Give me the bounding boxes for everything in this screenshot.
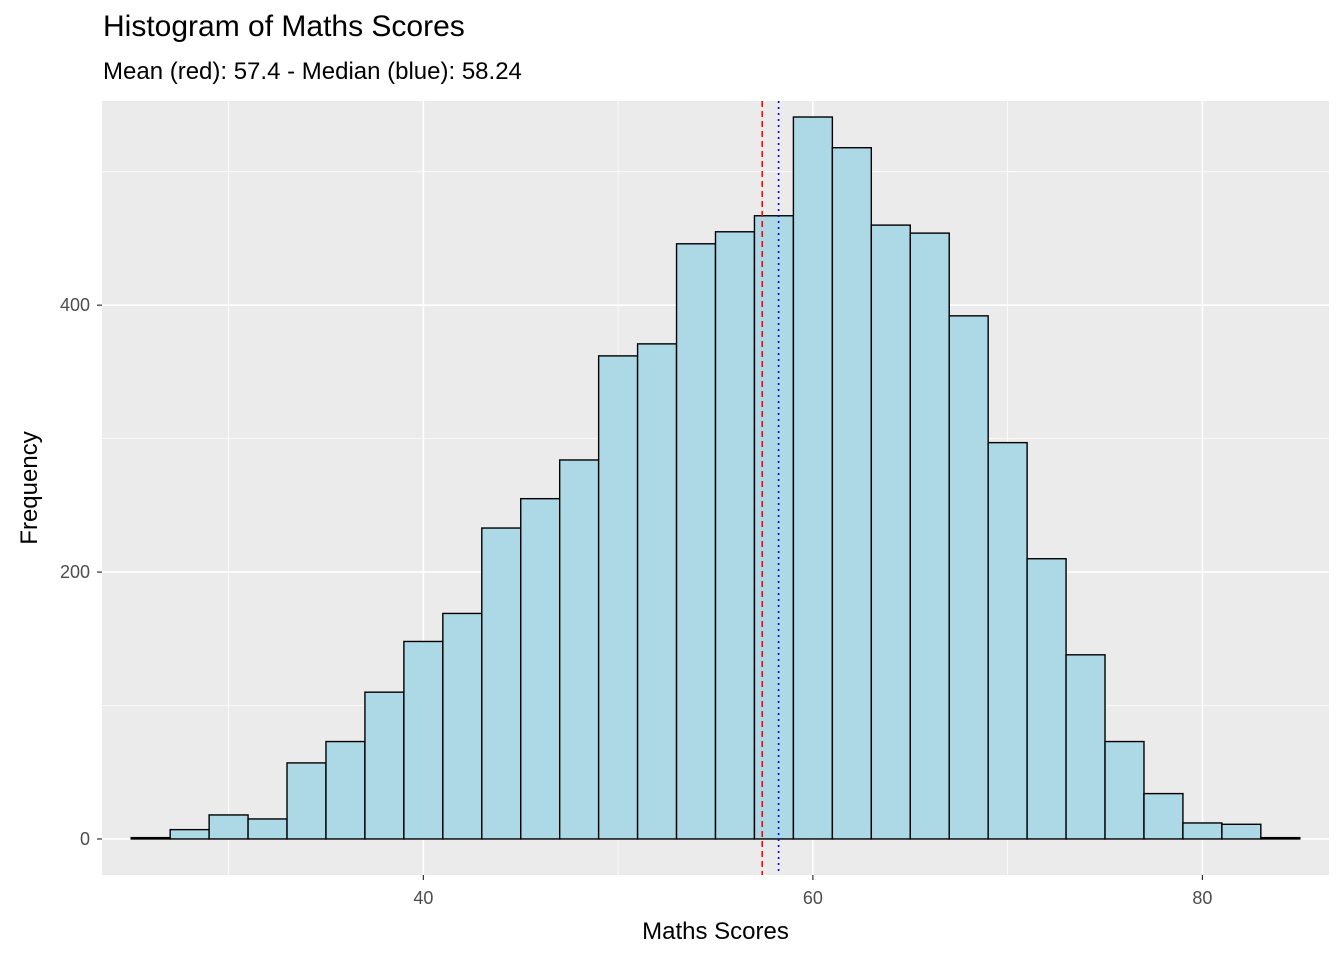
- histogram-bar: [948, 315, 989, 840]
- histogram-bar: [1182, 822, 1223, 840]
- histogram-bar: [636, 343, 678, 840]
- histogram-bar: [364, 691, 405, 840]
- x-axis: 40 60 80: [413, 875, 1212, 908]
- histogram-bars: [130, 116, 1301, 840]
- x-tick-label: 40: [413, 888, 433, 908]
- histogram-bar: [870, 224, 911, 840]
- histogram-bar: [169, 828, 210, 840]
- chart-title: Histogram of Maths Scores: [103, 10, 465, 43]
- y-tick-label: 200: [60, 562, 90, 582]
- histogram-bar: [987, 441, 1028, 840]
- histogram-bar: [1221, 823, 1262, 840]
- histogram-bar: [714, 231, 756, 840]
- histogram-bar: [909, 232, 950, 840]
- histogram-bar: [597, 355, 639, 840]
- y-tick-label: 0: [80, 829, 90, 849]
- histogram-bar: [208, 814, 249, 840]
- histogram-bar: [247, 818, 288, 840]
- histogram-bar: [558, 459, 600, 840]
- histogram-bar: [753, 215, 795, 840]
- histogram-bar: [675, 243, 717, 840]
- x-tick-label: 80: [1192, 888, 1212, 908]
- y-axis-title: Frequency: [16, 431, 43, 544]
- histogram-bar: [130, 836, 171, 840]
- histogram-bar: [1260, 836, 1301, 840]
- x-axis-title: Maths Scores: [642, 918, 789, 945]
- histogram-bar: [1104, 740, 1145, 840]
- y-tick-label: 400: [60, 295, 90, 315]
- histogram-bar: [792, 116, 834, 840]
- histogram-bar: [286, 762, 327, 840]
- histogram-bar: [1143, 792, 1184, 840]
- histogram-bar: [325, 740, 366, 840]
- histogram-bar: [1026, 558, 1067, 840]
- histogram-bar: [403, 640, 444, 840]
- histogram-bar: [442, 612, 483, 840]
- histogram-bar: [831, 147, 873, 840]
- x-tick-label: 60: [803, 888, 823, 908]
- chart-subtitle: Mean (red): 57.4 - Median (blue): 58.24: [103, 58, 522, 85]
- histogram-bar: [481, 527, 522, 840]
- histogram-bar: [1065, 654, 1106, 840]
- y-axis: 0 200 400: [60, 295, 102, 849]
- reference-lines: [761, 101, 780, 875]
- histogram-bar: [520, 497, 561, 840]
